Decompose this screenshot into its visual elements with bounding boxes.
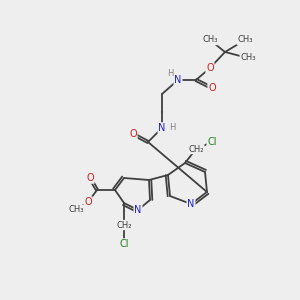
- Text: Cl: Cl: [119, 239, 129, 249]
- Text: N: N: [158, 123, 166, 133]
- Text: O: O: [86, 173, 94, 183]
- Text: H: H: [167, 68, 173, 77]
- Text: N: N: [187, 199, 195, 209]
- Text: Cl: Cl: [207, 137, 217, 147]
- Text: CH₃: CH₃: [68, 206, 84, 214]
- Text: N: N: [174, 75, 182, 85]
- Text: CH₂: CH₂: [188, 145, 204, 154]
- Text: O: O: [208, 83, 216, 93]
- Text: CH₃: CH₃: [240, 53, 256, 62]
- Text: O: O: [129, 129, 137, 139]
- Text: CH₃: CH₃: [202, 35, 218, 44]
- Text: O: O: [206, 63, 214, 73]
- Text: CH₃: CH₃: [237, 35, 253, 44]
- Text: N: N: [134, 205, 142, 215]
- Text: CH₂: CH₂: [116, 220, 132, 230]
- Text: H: H: [169, 124, 175, 133]
- Text: O: O: [84, 197, 92, 207]
